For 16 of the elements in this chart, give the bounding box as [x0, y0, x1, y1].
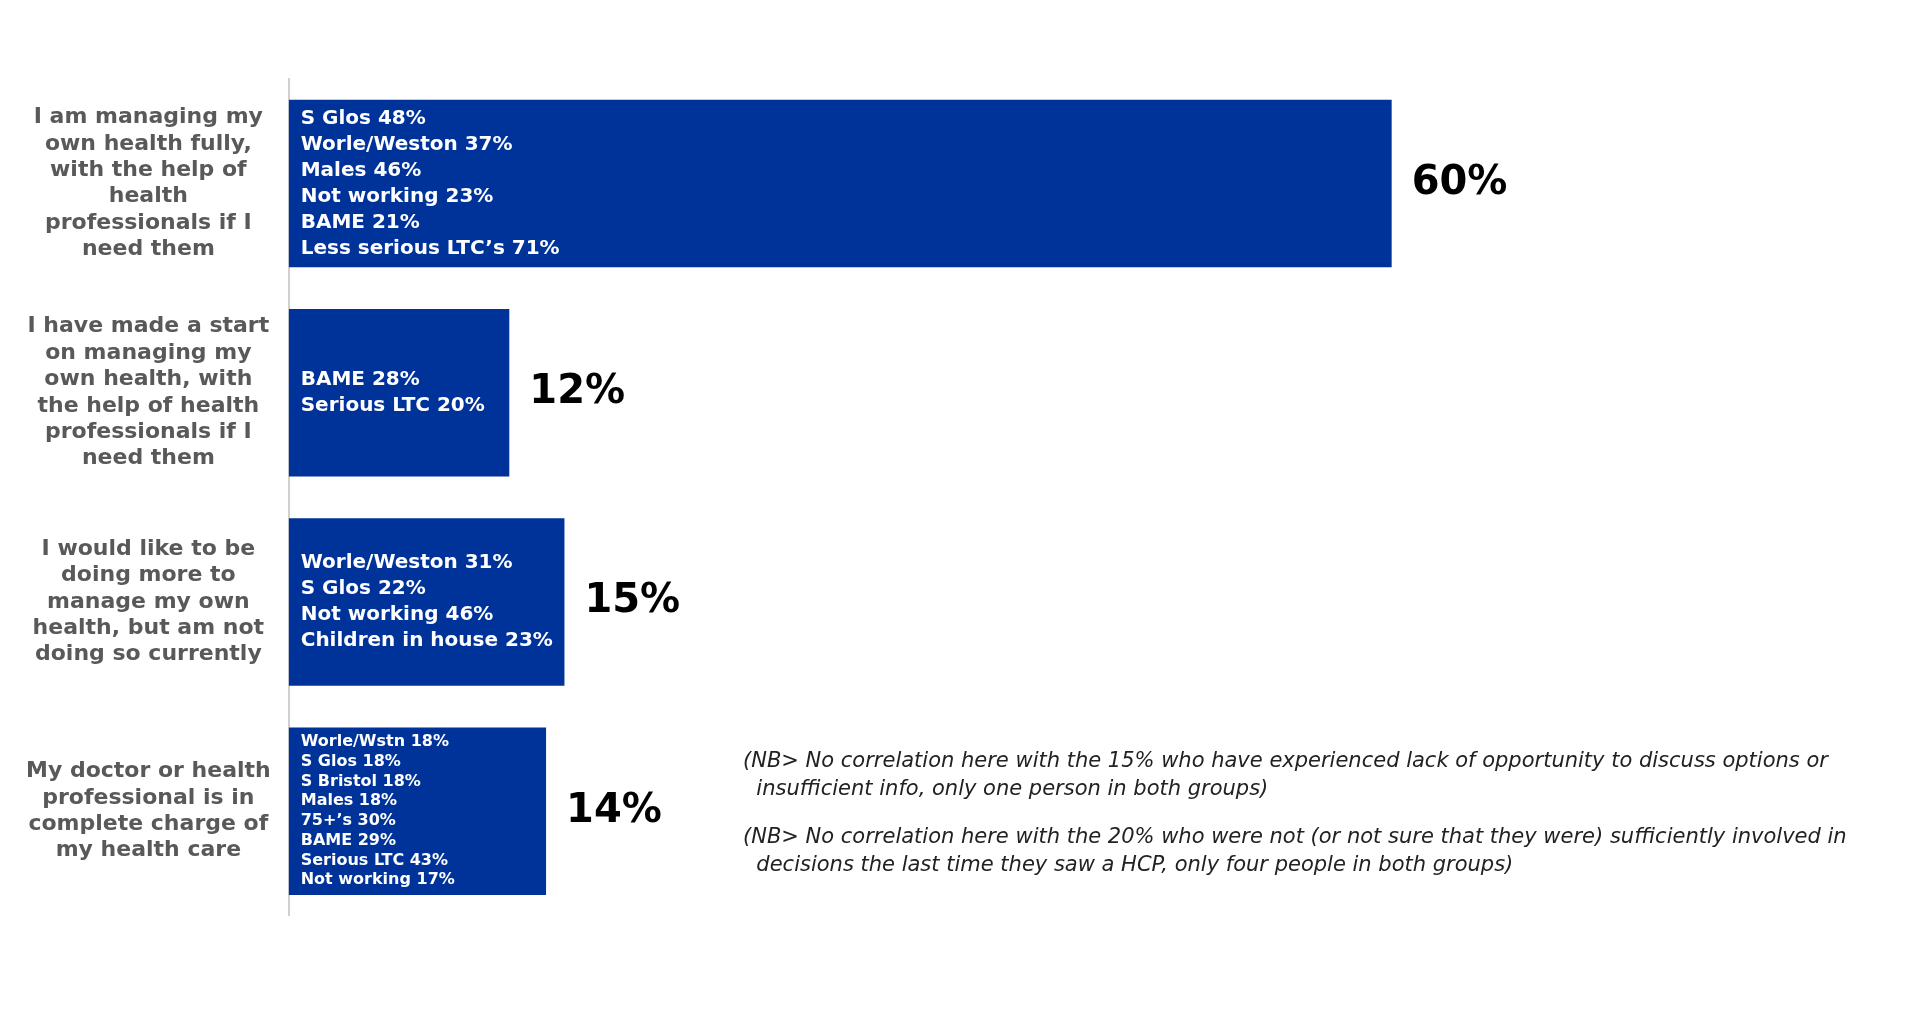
data-label: 60% [1411, 156, 1508, 203]
annotation: S Glos 48% Worle/Weston 37% Males 46% Not working 23% BAME 21% Less serious LTC’s 71% [300, 104, 560, 259]
y-tick-label: I would like to be doing more to manage my own health, but am not doing so currently [32, 534, 265, 666]
data-label: 12% [529, 366, 626, 413]
y-tick-label: I have made a start on managing my own health, with the help of health professionals if I need them [27, 312, 270, 470]
annotation: BAME 28% Serious LTC 20% [300, 365, 485, 416]
data-label: 14% [566, 784, 662, 831]
annotation: (NB> No correlation here with the 15% who have experienced lack of opportunity to discuss options or insufficient info, only one person in both groups) [743, 747, 1830, 800]
data-label: 15% [584, 575, 681, 622]
annotation: Worle/Wstn 18% S Glos 18% S Bristol 18% Males 18% 75+’s 30% BAME 29% Serious LTC 43% Not working 17% [300, 731, 455, 889]
y-tick-label: My doctor or health professional is in complete charge of my health care [25, 757, 271, 862]
annotation: Worle/Weston 31% S Glos 22% Not working 46% Children in house 23% [300, 549, 553, 652]
bar [288, 99, 1392, 268]
bar [288, 308, 510, 477]
annotation: (NB> No correlation here with the 20% who were not (or not sure that they were) sufficiently involved in decisions the last time they saw a HCP, only four people in both groups) [743, 823, 1847, 876]
y-tick-label: I am managing my own health fully, with the help of health professionals if I need them [33, 103, 263, 261]
